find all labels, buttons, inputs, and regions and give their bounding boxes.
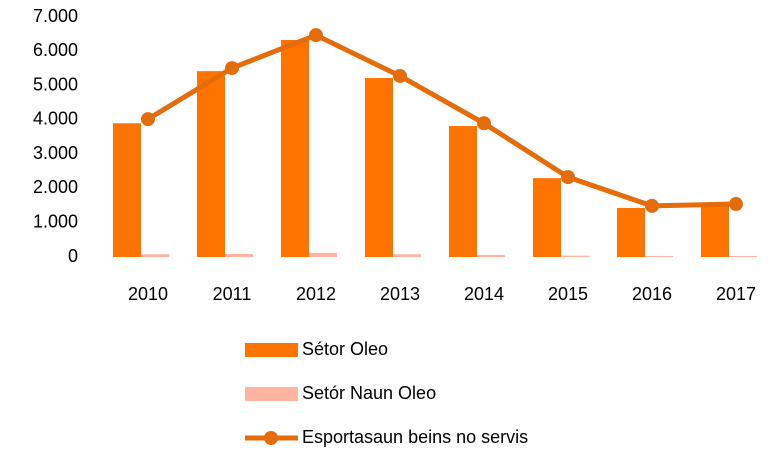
line-point bbox=[309, 28, 323, 43]
bar bbox=[197, 71, 225, 258]
bar bbox=[729, 255, 757, 257]
legend-label: Setór Naun Oleo bbox=[302, 383, 436, 403]
bar bbox=[225, 253, 253, 257]
bar bbox=[365, 78, 393, 258]
x-tick-label: 2012 bbox=[296, 284, 336, 304]
legend-swatch bbox=[245, 343, 298, 357]
bar bbox=[393, 254, 421, 257]
bar bbox=[561, 255, 589, 257]
legend-label: Esportasaun beins no servis bbox=[302, 427, 528, 447]
x-tick-label: 2010 bbox=[128, 284, 168, 304]
line bbox=[146, 32, 737, 209]
y-tick-label: 2.000 bbox=[33, 177, 78, 197]
y-tick-label: 3.000 bbox=[33, 143, 78, 163]
bar bbox=[477, 254, 505, 257]
x-tick-label: 2014 bbox=[464, 284, 504, 304]
y-tick-label: 4.000 bbox=[33, 109, 78, 129]
x-tick-label: 2013 bbox=[380, 284, 420, 304]
y-tick-label: 1.000 bbox=[33, 211, 78, 231]
y-tick-label: 5.000 bbox=[33, 74, 78, 94]
bar bbox=[701, 204, 729, 257]
y-tick-label: 0 bbox=[68, 246, 78, 266]
y-tick-label: 6.000 bbox=[33, 40, 78, 60]
bar bbox=[449, 126, 477, 258]
bar bbox=[141, 254, 169, 257]
bar bbox=[309, 252, 337, 257]
legend-label: Sétor Oleo bbox=[302, 339, 388, 359]
x-tick-label: 2016 bbox=[632, 284, 672, 304]
line-point bbox=[141, 112, 155, 127]
line-point bbox=[393, 68, 407, 83]
bar bbox=[645, 255, 673, 257]
x-tick-label: 2015 bbox=[548, 284, 588, 304]
line-point bbox=[645, 198, 659, 213]
x-tick-label: 2011 bbox=[213, 284, 252, 304]
y-tick-label: 7.000 bbox=[33, 6, 78, 26]
line-point bbox=[477, 116, 491, 131]
line-point bbox=[729, 197, 743, 212]
bar bbox=[617, 207, 645, 257]
x-tick-label: 2017 bbox=[716, 284, 756, 304]
bar bbox=[113, 123, 141, 258]
legend-swatch bbox=[245, 387, 298, 401]
line-point bbox=[225, 61, 239, 76]
legend-marker bbox=[264, 431, 278, 445]
line-point bbox=[561, 170, 575, 185]
bar bbox=[533, 178, 561, 257]
bar bbox=[281, 39, 309, 257]
